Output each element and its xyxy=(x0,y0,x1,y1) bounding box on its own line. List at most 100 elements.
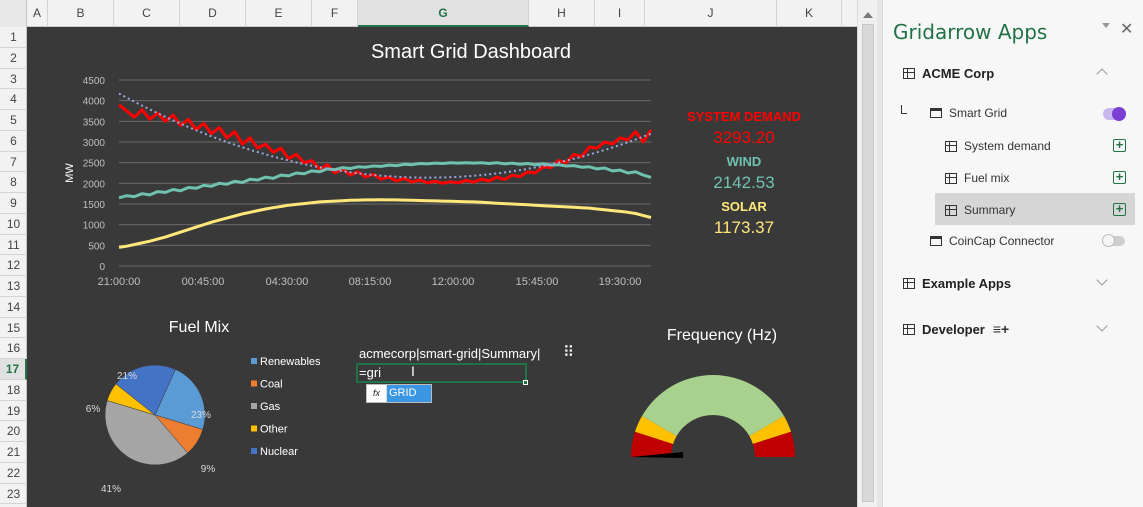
x-tick-label: 04:30:00 xyxy=(266,276,309,288)
row-header[interactable]: 3 xyxy=(0,69,27,90)
smart-grid-toggle[interactable] xyxy=(1103,107,1126,121)
legend-swatch xyxy=(251,380,257,387)
gauge-band xyxy=(749,416,791,444)
app-coincap-connector[interactable]: CoinCap Connector xyxy=(930,226,1130,256)
pie-data-label: 23% xyxy=(191,410,211,421)
coincap-toggle[interactable] xyxy=(1102,234,1125,247)
table-icon xyxy=(903,277,915,289)
panel-options-icon[interactable] xyxy=(1102,23,1110,28)
scroll-thumb[interactable] xyxy=(862,24,874,502)
chevron-down-icon[interactable] xyxy=(1096,274,1108,286)
sheet-fuel-mix[interactable]: Fuel mix xyxy=(945,163,1125,193)
sheet-label: Summary xyxy=(964,203,1016,217)
fill-handle[interactable] xyxy=(523,380,528,385)
legend-swatch xyxy=(251,425,257,432)
row-header[interactable]: 14 xyxy=(0,297,27,318)
section-developer[interactable]: Developer ≡+ xyxy=(903,314,1135,344)
add-sheet-icon[interactable]: + xyxy=(1113,138,1126,152)
add-list-icon[interactable]: ≡+ xyxy=(992,321,1010,337)
pane-splitter[interactable] xyxy=(877,0,882,507)
row-header[interactable]: 23 xyxy=(0,484,27,505)
add-sheet-icon[interactable]: + xyxy=(1113,202,1126,216)
column-header[interactable]: H xyxy=(529,0,595,27)
gauge-needle xyxy=(631,452,683,458)
y-tick-label: 1500 xyxy=(83,200,106,211)
autocomplete-item-grid[interactable]: GRID xyxy=(387,385,431,402)
row-header-bar: 1 2 3 4 5 6 7 8 9 10 11 12 13 14 15 16 17 18 19 20 21 22 23 xyxy=(0,27,27,507)
section-label: Example Apps xyxy=(922,275,1012,291)
pie-data-label: 9% xyxy=(201,464,216,475)
formula-cell-input[interactable]: =gri xyxy=(356,363,527,383)
table-icon xyxy=(903,67,915,79)
panel-title: Gridarrow Apps xyxy=(893,20,1048,44)
drag-handle-icon[interactable]: ⠿ xyxy=(563,344,574,361)
table-icon xyxy=(945,140,957,152)
x-tick-label: 15:45:00 xyxy=(516,276,559,288)
row-header[interactable]: 8 xyxy=(0,172,27,193)
column-header[interactable]: C xyxy=(114,0,180,27)
column-header[interactable]: F xyxy=(312,0,358,27)
row-header[interactable]: 2 xyxy=(0,48,27,69)
legend-item: Other xyxy=(260,424,288,436)
row-header[interactable]: 7 xyxy=(0,152,27,173)
row-header[interactable]: 16 xyxy=(0,338,27,359)
row-header[interactable]: 19 xyxy=(0,401,27,422)
sheet-system-demand[interactable]: System demand xyxy=(945,131,1125,161)
section-example-apps[interactable]: Example Apps xyxy=(903,268,1135,298)
column-header[interactable]: I xyxy=(595,0,645,27)
app-smart-grid[interactable]: Smart Grid xyxy=(930,98,1130,128)
table-icon xyxy=(945,204,957,216)
autocomplete-dropdown[interactable]: fx GRID xyxy=(366,384,432,403)
pie-title: Fuel Mix xyxy=(168,319,230,336)
chevron-up-icon[interactable] xyxy=(1096,68,1108,80)
section-label: Developer xyxy=(922,321,985,337)
row-header[interactable]: 11 xyxy=(0,235,27,256)
app-label: Smart Grid xyxy=(949,106,1008,120)
column-header[interactable]: E xyxy=(246,0,312,27)
y-tick-label: 4000 xyxy=(83,97,106,108)
row-header[interactable]: 18 xyxy=(0,380,27,401)
gauge-title: Frequency (Hz) xyxy=(666,327,778,344)
close-icon[interactable]: ✕ xyxy=(1120,21,1134,38)
solar-label: SOLAR xyxy=(721,199,767,214)
x-tick-label: 21:00:00 xyxy=(98,276,141,288)
series-line-wind xyxy=(118,161,652,200)
row-header[interactable]: 17 xyxy=(0,359,27,380)
row-header[interactable]: 1 xyxy=(0,27,27,48)
row-header[interactable]: 6 xyxy=(0,131,27,152)
y-tick-label: 2000 xyxy=(83,179,106,190)
sheet-summary[interactable]: Summary xyxy=(945,195,1125,225)
row-header[interactable]: 5 xyxy=(0,110,27,131)
column-header[interactable]: A xyxy=(27,0,48,27)
column-header[interactable]: D xyxy=(180,0,246,27)
row-header[interactable]: 4 xyxy=(0,89,27,110)
select-all-corner[interactable] xyxy=(0,0,27,27)
scroll-up-arrow[interactable] xyxy=(863,12,873,18)
row-header[interactable]: 9 xyxy=(0,193,27,214)
column-header[interactable]: G xyxy=(358,0,529,27)
vertical-scrollbar[interactable] xyxy=(857,0,877,507)
section-acme-corp[interactable]: ACME Corp xyxy=(903,58,1135,88)
column-header[interactable]: K xyxy=(777,0,842,27)
row-header[interactable]: 12 xyxy=(0,255,27,276)
y-tick-label: 500 xyxy=(88,241,105,252)
frequency-gauge xyxy=(631,375,795,458)
series-line-solar xyxy=(118,198,652,249)
formula-text: =gri xyxy=(359,365,382,380)
demand-value: 3293.20 xyxy=(713,128,775,147)
x-tick-label: 08:15:00 xyxy=(349,276,392,288)
column-header[interactable]: J xyxy=(645,0,777,27)
row-header[interactable]: 20 xyxy=(0,421,27,442)
row-header[interactable]: 10 xyxy=(0,214,27,235)
chevron-down-icon[interactable] xyxy=(1096,320,1108,332)
row-header[interactable]: 21 xyxy=(0,442,27,463)
row-header[interactable]: 15 xyxy=(0,318,27,339)
row-header[interactable]: 13 xyxy=(0,276,27,297)
add-sheet-icon[interactable]: + xyxy=(1113,170,1126,184)
demand-label: SYSTEM DEMAND xyxy=(686,109,802,124)
column-header[interactable]: B xyxy=(48,0,114,27)
table-icon xyxy=(945,172,957,184)
wind-label: WIND xyxy=(726,154,762,169)
row-header[interactable]: 22 xyxy=(0,463,27,484)
y-tick-label: 0 xyxy=(99,262,105,273)
